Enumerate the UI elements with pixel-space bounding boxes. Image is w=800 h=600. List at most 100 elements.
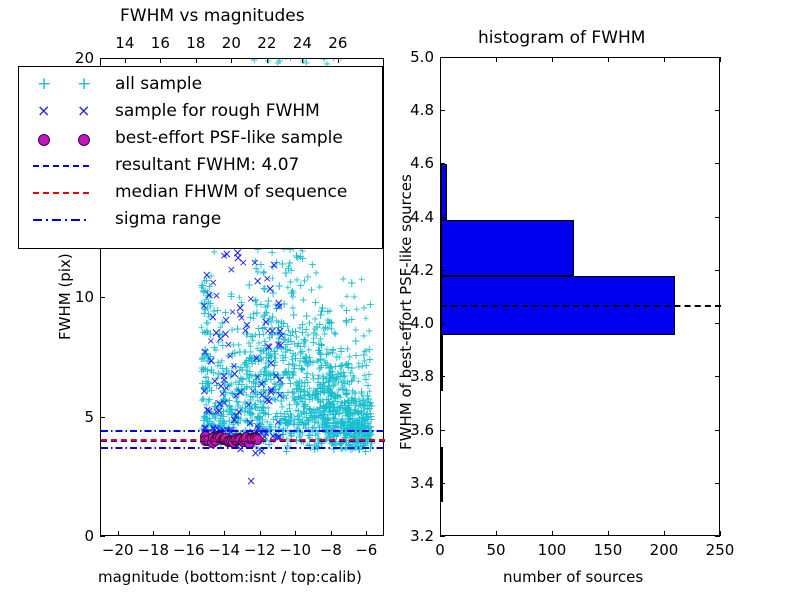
- scatter-point-plus: +: [274, 302, 284, 314]
- scatter-point-plus: +: [303, 355, 313, 367]
- scatter-point-plus: +: [202, 413, 210, 424]
- scatter-point-plus: +: [364, 325, 374, 337]
- scatter-point-plus: +: [337, 381, 348, 396]
- scatter-point-plus: +: [247, 356, 257, 370]
- scatter-point-plus: +: [299, 338, 308, 350]
- scatter-point-plus: +: [331, 373, 341, 387]
- scatter-point-plus: +: [301, 370, 311, 384]
- scatter-point-plus: +: [254, 421, 263, 433]
- scatter-point-plus: +: [227, 407, 237, 419]
- scatter-point-plus: +: [354, 393, 364, 405]
- scatter-point-cross: ×: [214, 404, 225, 419]
- scatter-point-plus: +: [339, 274, 348, 286]
- scatter-point-plus: +: [303, 439, 312, 451]
- scatter-point-plus: +: [290, 325, 301, 339]
- histogram-ytick: [440, 163, 445, 165]
- scatter-point-plus: +: [267, 285, 279, 300]
- scatter-point-plus: +: [221, 390, 230, 401]
- scatter-point-plus: +: [212, 378, 222, 392]
- scatter-top-xtick: [124, 58, 126, 63]
- histogram-top-xtick: [720, 57, 721, 62]
- scatter-point-plus: +: [360, 431, 371, 446]
- scatter-xtick: [295, 531, 297, 536]
- legend-entry-4: median FHWM of sequence: [19, 179, 384, 206]
- scatter-point-plus: +: [344, 415, 355, 430]
- scatter-xtick: [117, 531, 119, 536]
- scatter-point-plus: +: [361, 346, 371, 358]
- scatter-point-plus: +: [211, 397, 220, 409]
- scatter-point-plus: +: [272, 409, 282, 423]
- scatter-ytick-label: 10: [74, 288, 94, 306]
- scatter-point-plus: +: [350, 393, 360, 405]
- scatter-point-plus: +: [324, 318, 332, 329]
- scatter-point-plus: +: [270, 378, 279, 389]
- scatter-point-plus: +: [346, 441, 355, 453]
- scatter-point-plus: +: [310, 296, 321, 310]
- scatter-point-plus: +: [314, 356, 322, 367]
- scatter-point-plus: +: [288, 307, 299, 322]
- scatter-point-plus: +: [300, 355, 310, 369]
- scatter-point-plus: +: [325, 370, 336, 385]
- scatter-point-plus: +: [323, 422, 331, 433]
- scatter-point-plus: +: [274, 59, 282, 63]
- scatter-point-plus: +: [203, 303, 212, 315]
- scatter-point-plus: +: [201, 328, 210, 340]
- scatter-point-plus: +: [289, 362, 300, 376]
- histogram-top-xtick: [608, 57, 609, 62]
- scatter-point-plus: +: [303, 271, 313, 283]
- scatter-point-plus: +: [208, 408, 218, 422]
- scatter-point-plus: +: [359, 440, 368, 452]
- scatter-point-plus: +: [258, 377, 266, 388]
- scatter-point-plus: +: [366, 427, 375, 439]
- scatter-point-plus: +: [242, 359, 251, 371]
- scatter-point-plus: +: [342, 358, 352, 372]
- scatter-point-plus: +: [348, 419, 358, 433]
- scatter-point-plus: +: [328, 408, 338, 422]
- scatter-point-plus: +: [230, 422, 238, 433]
- scatter-point-plus: +: [297, 318, 308, 332]
- scatter-point-plus: +: [285, 414, 296, 429]
- scatter-point-plus: +: [229, 408, 239, 422]
- scatter-point-plus: +: [330, 426, 341, 440]
- scatter-point-plus: +: [325, 383, 335, 395]
- scatter-point-plus: +: [251, 296, 260, 308]
- scatter-point-plus: +: [340, 440, 351, 454]
- scatter-point-plus: +: [305, 318, 314, 330]
- scatter-point-plus: +: [202, 406, 211, 418]
- scatter-point-plus: +: [247, 392, 255, 403]
- scatter-point-plus: +: [318, 395, 328, 407]
- scatter-xtick-label: −12: [243, 541, 276, 559]
- scatter-point-plus: +: [325, 317, 334, 328]
- scatter-point-plus: +: [283, 322, 292, 333]
- scatter-point-plus: +: [336, 341, 346, 355]
- scatter-xtick: [224, 531, 226, 536]
- scatter-point-cross: ×: [263, 340, 275, 355]
- scatter-point-plus: +: [225, 426, 236, 441]
- scatter-point-plus: +: [332, 426, 343, 441]
- scatter-point-plus: +: [350, 404, 359, 416]
- scatter-point-plus: +: [316, 347, 326, 361]
- scatter-point-plus: +: [365, 427, 374, 439]
- scatter-point-plus: +: [224, 398, 234, 412]
- scatter-point-cross: ×: [232, 250, 244, 266]
- scatter-point-plus: +: [289, 287, 298, 299]
- scatter-point-cross: ×: [248, 385, 257, 397]
- scatter-point-plus: +: [316, 437, 326, 449]
- histogram-top-xtick: [664, 57, 665, 62]
- scatter-point-plus: +: [296, 383, 306, 397]
- scatter-point-plus: +: [364, 368, 374, 382]
- scatter-point-plus: +: [278, 423, 289, 437]
- scatter-point-plus: +: [281, 417, 291, 431]
- scatter-point-cross: ×: [231, 409, 241, 423]
- scatter-point-plus: +: [272, 340, 283, 355]
- scatter-top-xtick: [266, 58, 268, 63]
- scatter-point-plus: +: [236, 296, 246, 310]
- scatter-point-plus: +: [349, 291, 359, 303]
- scatter-point-plus: +: [315, 352, 326, 367]
- scatter-point-plus: +: [282, 405, 292, 419]
- scatter-point-plus: +: [296, 361, 307, 376]
- scatter-ytick: [100, 536, 105, 537]
- scatter-point-plus: +: [304, 438, 314, 452]
- scatter-point-cross: ×: [253, 422, 263, 436]
- scatter-point-plus: +: [249, 379, 258, 390]
